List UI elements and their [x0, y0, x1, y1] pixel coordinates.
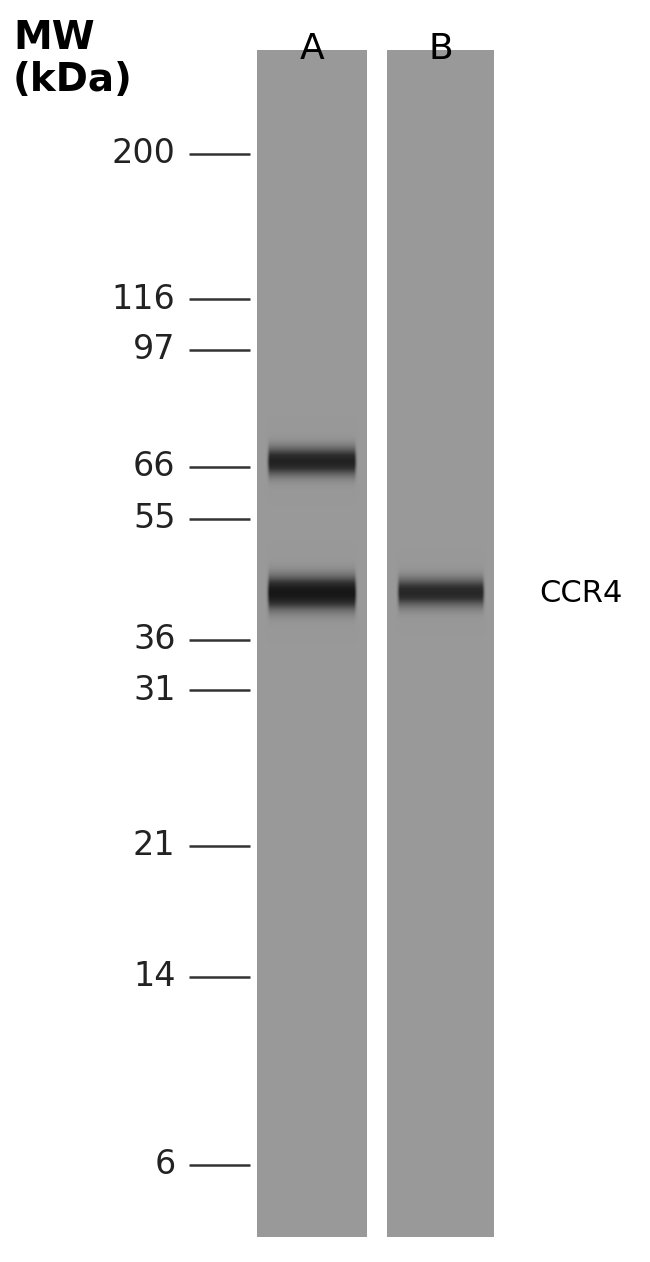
Text: 21: 21 — [133, 829, 176, 862]
Text: 116: 116 — [112, 283, 176, 316]
Text: 66: 66 — [133, 451, 176, 483]
Text: 31: 31 — [133, 674, 176, 707]
Text: 36: 36 — [133, 623, 176, 656]
Text: 14: 14 — [133, 960, 176, 993]
Text: CCR4: CCR4 — [540, 579, 623, 607]
Bar — [257, 50, 367, 1237]
Bar — [387, 50, 494, 1237]
Text: 6: 6 — [154, 1148, 176, 1181]
Text: MW
(kDa): MW (kDa) — [13, 19, 133, 100]
Text: 55: 55 — [133, 502, 176, 535]
Text: A: A — [300, 32, 324, 66]
Text: 97: 97 — [133, 333, 176, 366]
Bar — [367, 50, 387, 1237]
Text: 200: 200 — [112, 138, 176, 170]
Text: B: B — [428, 32, 452, 66]
